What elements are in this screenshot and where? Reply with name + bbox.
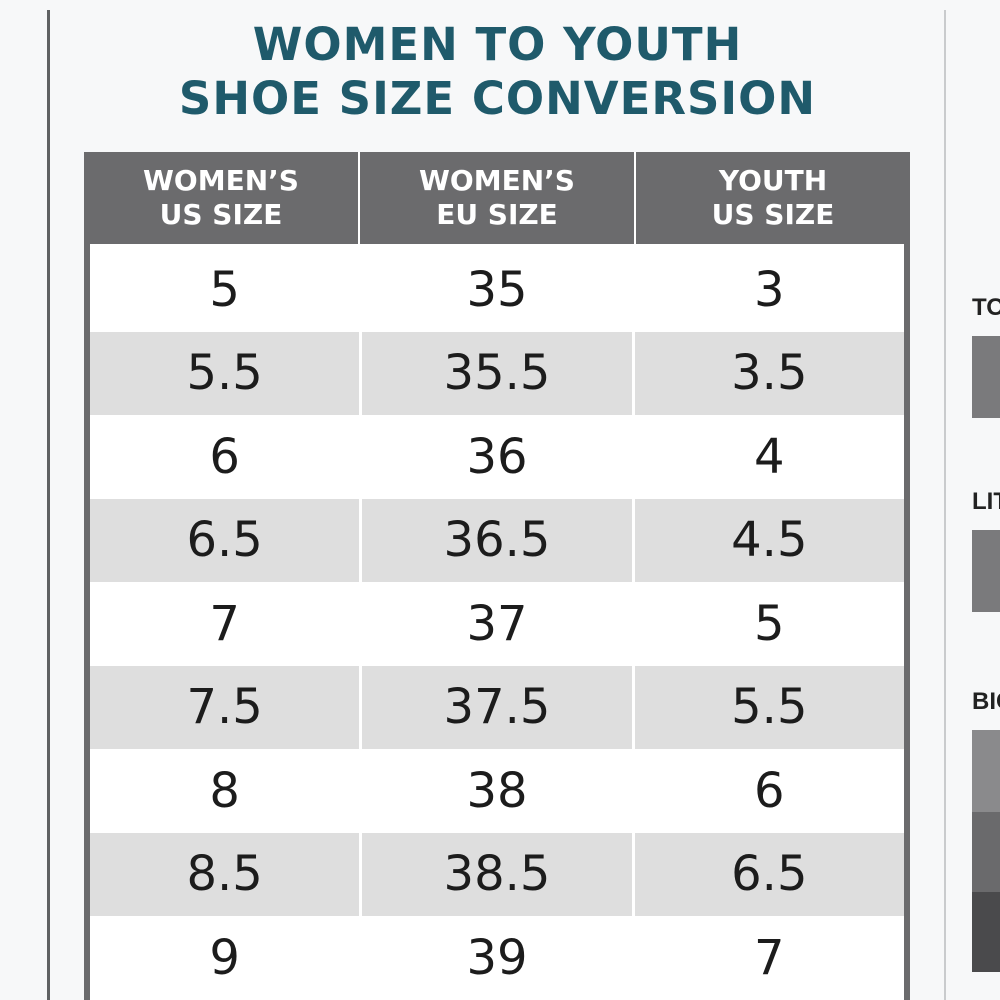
cell-womens-eu: 37.5 (362, 665, 635, 749)
table-row: 9 39 7 (90, 916, 904, 1000)
cell-womens-us: 7.5 (90, 665, 363, 749)
cell-womens-eu: 38 (362, 749, 635, 833)
header-womens-us-line2: US SIZE (159, 198, 283, 231)
header-youth-us-line2: US SIZE (711, 198, 835, 231)
cell-youth-us: 5 (634, 582, 904, 666)
cell-womens-eu: 35 (362, 248, 635, 332)
cell-womens-us: 8.5 (90, 832, 363, 916)
cell-youth-us: 3 (634, 248, 904, 332)
header-womens-us: WOMEN’S US SIZE (84, 152, 360, 244)
cell-youth-us: 5.5 (634, 665, 904, 749)
table-row: 8.5 38.5 6.5 (90, 832, 904, 916)
side-chart-block (972, 892, 1000, 972)
title-line-2: SHOE SIZE CONVERSION (178, 72, 817, 125)
table-row: 8 38 6 (90, 749, 904, 833)
table-header: WOMEN’S US SIZE WOMEN’S EU SIZE YOUTH US… (84, 152, 910, 244)
header-youth-us-line1: YOUTH (718, 164, 828, 197)
title-line-1: WOMEN TO YOUTH (252, 18, 743, 71)
cell-womens-us: 8 (90, 749, 363, 833)
header-womens-eu-line1: WOMEN’S (419, 164, 575, 197)
side-chart-block (972, 530, 1000, 612)
side-chart-block (972, 730, 1000, 812)
cell-womens-eu: 35.5 (362, 331, 635, 415)
left-divider (47, 10, 50, 1000)
cell-womens-us: 6.5 (90, 498, 363, 582)
table-row: 5.5 35.5 3.5 (90, 331, 904, 415)
cell-womens-eu: 36 (362, 415, 635, 499)
cell-youth-us: 6.5 (634, 832, 904, 916)
table-row: 7.5 37.5 5.5 (90, 665, 904, 749)
header-youth-us: YOUTH US SIZE (636, 152, 910, 244)
table-row: 7 37 5 (90, 582, 904, 666)
page-title: WOMEN TO YOUTH SHOE SIZE CONVERSION (90, 18, 905, 126)
cell-youth-us: 4 (634, 415, 904, 499)
conversion-table: WOMEN’S US SIZE WOMEN’S EU SIZE YOUTH US… (84, 152, 910, 1000)
table-row: 5 35 3 (90, 248, 904, 332)
cell-youth-us: 7 (634, 916, 904, 1000)
side-chart-label-toddler: TO (972, 294, 1000, 321)
side-chart-block (972, 336, 1000, 418)
table-body: 5 35 3 5.5 35.5 3.5 6 36 4 6.5 36.5 4.5 … (84, 244, 910, 1000)
table-row: 6.5 36.5 4.5 (90, 498, 904, 582)
right-divider (944, 10, 946, 1000)
header-womens-us-line1: WOMEN’S (143, 164, 299, 197)
header-womens-eu-line2: EU SIZE (436, 198, 558, 231)
cell-womens-us: 5.5 (90, 331, 363, 415)
cell-womens-us: 5 (90, 248, 363, 332)
cell-womens-eu: 38.5 (362, 832, 635, 916)
cell-womens-us: 7 (90, 582, 363, 666)
table-row: 6 36 4 (90, 415, 904, 499)
side-chart-block (972, 812, 1000, 892)
cell-womens-eu: 39 (362, 916, 635, 1000)
header-womens-eu: WOMEN’S EU SIZE (360, 152, 636, 244)
cell-womens-eu: 36.5 (362, 498, 635, 582)
cell-womens-eu: 37 (362, 582, 635, 666)
side-chart-label-little: LIT (972, 488, 1000, 515)
side-chart-label-big: BIG (972, 688, 1000, 715)
cell-youth-us: 4.5 (634, 498, 904, 582)
cell-womens-us: 9 (90, 916, 363, 1000)
cell-youth-us: 6 (634, 749, 904, 833)
cell-womens-us: 6 (90, 415, 363, 499)
cell-youth-us: 3.5 (634, 331, 904, 415)
